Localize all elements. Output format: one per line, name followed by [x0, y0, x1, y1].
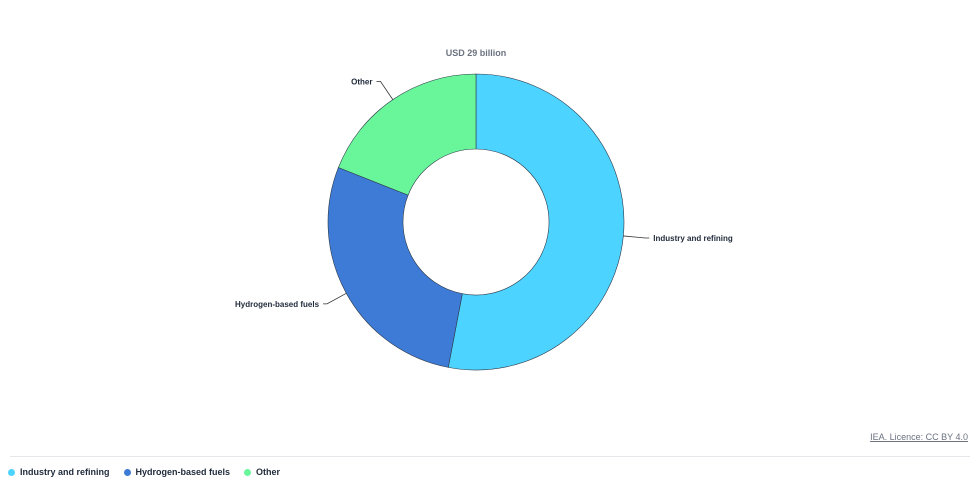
- leader-line: [376, 80, 394, 100]
- legend-label: Industry and refining: [20, 467, 110, 477]
- legend-label: Other: [256, 467, 281, 477]
- leader-line: [323, 292, 347, 305]
- legend-divider: [10, 456, 970, 457]
- legend-item-industry-and-refining[interactable]: Industry and refining: [8, 467, 110, 477]
- legend-item-other[interactable]: Other: [244, 467, 280, 477]
- licence-link[interactable]: IEA. Licence: CC BY 4.0: [870, 432, 968, 442]
- slice-label: Other: [351, 77, 372, 86]
- legend-item-hydrogen-based-fuels[interactable]: Hydrogen-based fuels: [123, 467, 231, 477]
- slice-label: Hydrogen-based fuels: [235, 300, 320, 309]
- slice-other[interactable]: [338, 73, 477, 196]
- legend-label: Hydrogen-based fuels: [135, 467, 231, 477]
- legend-marker: [123, 468, 131, 476]
- slice-industry-and-refining[interactable]: [447, 73, 625, 371]
- chart-title: USD 29 billion: [446, 48, 507, 58]
- legend: Industry and refining Hydrogen-based fue…: [8, 467, 280, 477]
- leader-line: [623, 235, 650, 239]
- legend-marker: [244, 468, 252, 476]
- slice-hydrogen-based-fuels[interactable]: [327, 167, 463, 368]
- legend-marker: [8, 468, 15, 476]
- slice-label: Industry and refining: [653, 234, 733, 243]
